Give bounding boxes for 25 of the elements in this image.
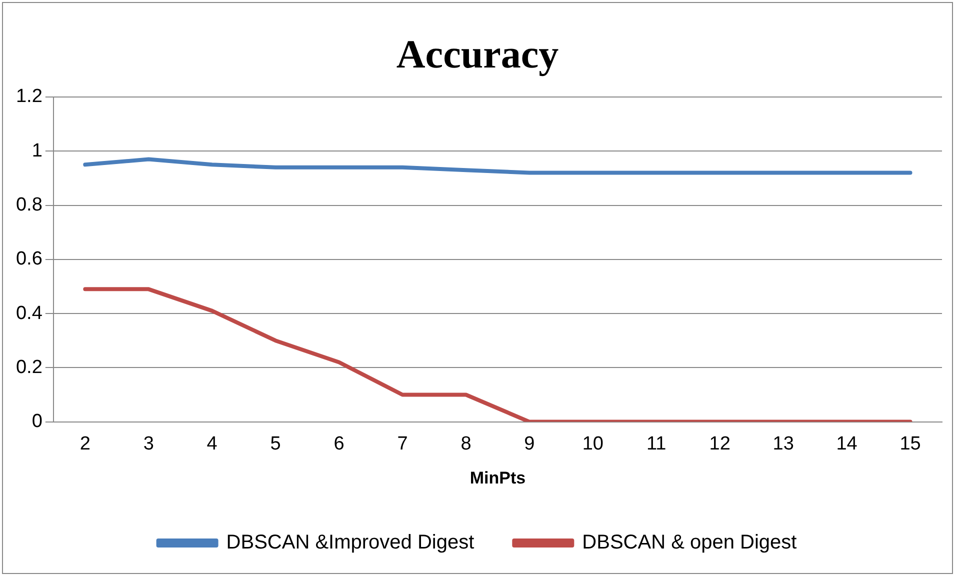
- x-tick-label: 12: [709, 433, 730, 454]
- legend-label: DBSCAN &Improved Digest: [226, 532, 475, 554]
- x-tick-label: 7: [397, 433, 408, 454]
- x-tick-label: 6: [334, 433, 344, 454]
- x-tick-label: 13: [772, 433, 794, 454]
- x-tick-label: 2: [80, 433, 90, 454]
- chart-title: Accuracy: [396, 31, 559, 76]
- y-tick-label: 0.8: [16, 194, 42, 216]
- x-tick-label: 5: [270, 433, 281, 454]
- x-tick-label: 14: [836, 433, 858, 454]
- y-tick-label: 0.6: [16, 248, 42, 270]
- y-tick-label: 1: [32, 140, 42, 162]
- y-tick-label: 0.2: [16, 356, 42, 378]
- y-tick-label: 1.2: [16, 86, 42, 108]
- x-tick-label: 3: [143, 433, 154, 454]
- x-tick-label: 10: [582, 433, 604, 454]
- x-tick-label: 15: [900, 433, 921, 454]
- x-tick-label: 4: [206, 433, 218, 454]
- y-tick-label: 0.4: [16, 302, 43, 324]
- x-tick-label: 9: [524, 433, 535, 454]
- legend-label: DBSCAN & open Digest: [582, 532, 798, 554]
- y-tick-label: 0: [32, 411, 42, 432]
- x-axis-title: MinPts: [470, 468, 526, 488]
- x-tick-label: 11: [646, 433, 666, 454]
- x-tick-label: 8: [460, 433, 472, 454]
